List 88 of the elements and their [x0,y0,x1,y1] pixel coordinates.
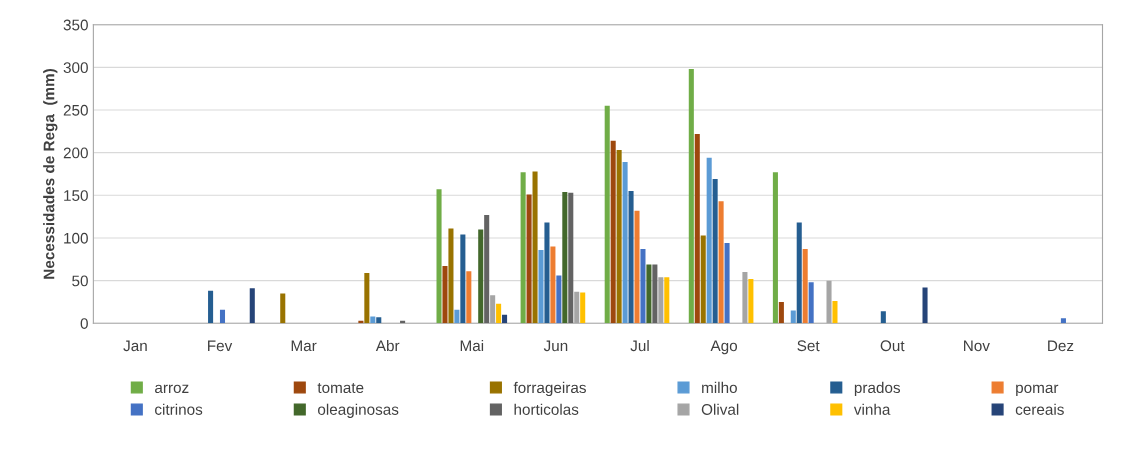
bar [460,234,466,324]
x-tick-label: Set [797,340,820,352]
bar [634,210,640,324]
bar [772,172,778,324]
x-tick-label: Jul [630,339,649,352]
bar [562,191,568,324]
bar [568,192,574,324]
bar [478,229,484,324]
bar [604,105,610,324]
y-tick-label: 0 [80,318,88,329]
bar [448,228,454,324]
bar [652,264,658,324]
bar [832,301,838,324]
bar [556,275,562,324]
y-tick-label: 300 [63,62,88,74]
legend-label: Olival [701,403,739,415]
bar [219,309,226,324]
bar [880,311,886,324]
legend-label: pomar [1016,384,1059,397]
legend-label: milho [702,381,737,394]
y-tick-label: 250 [63,104,88,116]
bar [364,272,370,324]
bar [712,179,718,324]
bar [538,249,544,324]
bar [922,287,928,324]
x-tick-label: Nov [964,340,990,352]
bar [700,235,706,324]
bar [646,264,652,324]
bar [610,140,616,324]
bar [718,201,724,324]
y-tick-label: 50 [72,275,88,287]
bar [526,194,532,324]
bar [436,189,442,324]
x-tick-label: Out [880,340,905,352]
y-axis-title: Necessidades de Rega (mm) [43,69,58,279]
bar [1060,318,1066,324]
bar [376,317,382,324]
x-tick-label: Dez [1048,340,1074,352]
bar [640,249,646,324]
bar [466,271,472,324]
x-tick-label: Mai [460,339,484,352]
bar [532,171,538,324]
bar [249,288,255,324]
bar [580,292,586,324]
bar [496,303,502,324]
bar [520,172,526,324]
bar [442,266,448,324]
x-tick-label: Fev [208,340,233,352]
bar [688,69,694,324]
bar [622,162,628,324]
x-tick-label: Jan [123,340,147,352]
bar [370,316,376,324]
x-tick-label: Jun [543,340,568,352]
bar [808,282,814,324]
bar [802,249,808,324]
bar [502,314,508,324]
bar [208,290,214,324]
legend-label: vinha [853,403,891,415]
y-tick-label: 100 [64,232,88,244]
y-tick-label: 200 [63,147,88,159]
bar [778,301,784,324]
bar [484,214,490,324]
legend-label: tomate [317,383,364,394]
legend-label: cereais [1015,403,1064,415]
bar [790,310,796,324]
y-tick-label: 350 [63,19,88,31]
bar [628,191,634,324]
legend-label: forrageiras [513,381,586,397]
bar [706,157,712,324]
legend-label: oleaginosas [318,403,399,418]
x-tick-label: Abr [375,339,400,352]
x-tick-label: Mar [291,340,317,352]
bar [796,222,802,324]
bar [748,278,754,324]
legend-label: prados [854,381,901,397]
legend-label: horticolas [514,403,579,415]
bar [550,246,556,324]
bar [616,150,622,324]
x-tick-label: Ago [710,340,738,355]
bar [724,243,730,324]
bar [664,277,670,324]
bar [280,293,286,324]
bar [544,222,550,324]
legend-label: citrinos [155,403,203,415]
legend-label: arroz [155,384,189,394]
bar [694,133,700,324]
bar [454,309,460,324]
y-tick-label: 150 [64,190,88,201]
